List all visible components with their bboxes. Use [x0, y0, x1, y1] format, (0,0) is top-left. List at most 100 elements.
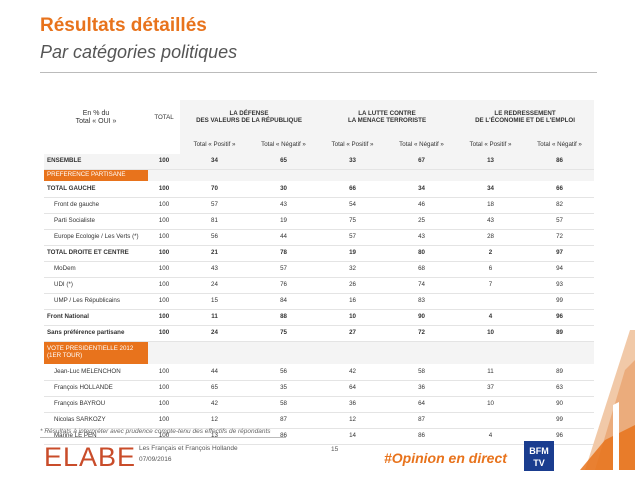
table-cell: 100 — [148, 412, 180, 429]
table-cell: 86 — [249, 428, 319, 445]
subheader-cell: Total « Négatif » — [525, 136, 595, 154]
table-cell: 75 — [318, 213, 388, 230]
row-label: UDI (*) — [44, 277, 148, 294]
table-cell: 87 — [249, 412, 319, 429]
table-cell: 21 — [180, 245, 249, 262]
table-cell: 26 — [318, 277, 388, 294]
table-cell: 74 — [387, 277, 457, 294]
table-cell — [180, 341, 249, 365]
table-cell: 24 — [180, 277, 249, 294]
table-cell: 12 — [180, 412, 249, 429]
table-cell: 57 — [249, 261, 319, 278]
table-cell: 43 — [180, 261, 249, 278]
table-cell: 100 — [148, 364, 180, 381]
row-label: Sans préférence partisane — [44, 325, 148, 342]
table-cell: 81 — [180, 213, 249, 230]
table-cell — [387, 169, 457, 182]
table-row: Front National 100 11 88 10 90 4 96 — [44, 309, 595, 326]
table-cell: 83 — [387, 293, 457, 310]
bfm-logo-text: BFM — [529, 446, 549, 456]
table-cell — [456, 169, 526, 182]
group-header-defense: LA DÉFENSE DES VALEURS DE LA RÉPUBLIQUE — [180, 100, 319, 136]
table-cell: 94 — [525, 261, 595, 278]
tv-logo-text: TV — [533, 458, 545, 468]
table-cell: 89 — [525, 364, 595, 381]
table-cell: 100 — [148, 154, 180, 170]
table-cell: 11 — [180, 309, 249, 326]
table-row: Sans préférence partisane 100 24 75 27 72 10 89 — [44, 325, 595, 342]
table-cell: 63 — [525, 380, 595, 397]
table-cell: 70 — [180, 181, 249, 198]
table-cell: 6 — [456, 261, 526, 278]
group-header-terrorisme: LA LUTTE CONTRE LA MENACE TERRORISTE — [318, 100, 457, 136]
subheader-cell: Total « Positif » — [180, 136, 249, 154]
table-cell: 100 — [148, 229, 180, 246]
table-cell: 56 — [249, 364, 319, 381]
table-cell: 100 — [148, 380, 180, 397]
table-cell: 90 — [387, 309, 457, 326]
row-label: ENSEMBLE — [44, 154, 148, 170]
table-cell: 72 — [387, 325, 457, 342]
table-row: UMP / Les Républicains 100 15 84 16 83 99 — [44, 293, 595, 310]
table-cell: 13 — [180, 428, 249, 445]
table-cell — [456, 293, 526, 310]
table-cell: 96 — [525, 428, 595, 445]
footnote: * Résultats à interpréter avec prudence … — [40, 428, 271, 435]
table-row: ENSEMBLE 100 34 65 33 67 13 86 — [44, 154, 595, 170]
table-cell: 36 — [318, 396, 388, 413]
table-cell: 100 — [148, 293, 180, 310]
row-label: PREFERENCE PARTISANE — [44, 169, 148, 182]
table-cell: 27 — [318, 325, 388, 342]
group-header-economie: LE REDRESSEMENT DE L'ÉCONOMIE ET DE L'EMP… — [456, 100, 595, 136]
table-cell: 24 — [180, 325, 249, 342]
table-row: UDI (*) 100 24 76 26 74 7 93 — [44, 277, 595, 294]
table-cell: 10 — [318, 309, 388, 326]
table-cell: 30 — [249, 181, 319, 198]
table-row: François HOLLANDE 100 65 35 64 36 37 63 — [44, 380, 595, 397]
table-cell: 18 — [456, 197, 526, 214]
table-cell: 10 — [456, 325, 526, 342]
table-cell: 7 — [456, 277, 526, 294]
table-cell: 90 — [525, 396, 595, 413]
study-info: Les Français et François Hollande 07/09/… — [139, 443, 238, 465]
table-cell: 88 — [249, 309, 319, 326]
table-row: TOTAL GAUCHE 100 70 30 66 34 34 66 — [44, 181, 595, 198]
table-cell: 12 — [318, 412, 388, 429]
table-row: Europe Ecologie / Les Verts (*) 100 56 44 57… — [44, 229, 595, 246]
subheader-cell: Total « Négatif » — [249, 136, 319, 154]
table-row: François BAYROU 100 42 58 36 64 10 90 — [44, 396, 595, 413]
table-cell: 19 — [318, 245, 388, 262]
table-cell: 65 — [249, 154, 319, 170]
table-cell: 87 — [387, 412, 457, 429]
table-cell: 68 — [387, 261, 457, 278]
table-cell: 16 — [318, 293, 388, 310]
table-row: TOTAL DROITE ET CENTRE 100 21 78 19 80 2 97 — [44, 245, 595, 262]
table-cell: 34 — [180, 154, 249, 170]
table-row: Front de gauche 100 57 43 54 46 18 82 — [44, 197, 595, 214]
row-label: TOTAL GAUCHE — [44, 181, 148, 198]
table-cell: 100 — [148, 428, 180, 445]
table-cell: 25 — [387, 213, 457, 230]
table-cell: 100 — [148, 396, 180, 413]
row-label: Front de gauche — [44, 197, 148, 214]
table-cell: 44 — [180, 364, 249, 381]
table-cell: 80 — [387, 245, 457, 262]
footer-divider — [40, 437, 286, 438]
table-cell — [318, 341, 388, 365]
table-cell: 10 — [456, 396, 526, 413]
table-cell: 35 — [249, 380, 319, 397]
table-cell: 37 — [456, 380, 526, 397]
table-cell: 4 — [456, 309, 526, 326]
bfmtv-logo: BFM TV — [524, 441, 554, 471]
subheader-row: Total « Positif » Total « Négatif » Tota… — [44, 136, 595, 154]
table-cell: 100 — [148, 309, 180, 326]
row-label: François BAYROU — [44, 396, 148, 413]
row-label: MoDem — [44, 261, 148, 278]
table-cell: 34 — [456, 181, 526, 198]
row-label: Marine LE PEN — [44, 428, 148, 445]
table-cell: 34 — [387, 181, 457, 198]
row-label: TOTAL DROITE ET CENTRE — [44, 245, 148, 262]
table-cell — [525, 169, 595, 182]
table-row: MoDem 100 43 57 32 68 6 94 — [44, 261, 595, 278]
row-label: Nicolas SARKOZY — [44, 412, 148, 429]
